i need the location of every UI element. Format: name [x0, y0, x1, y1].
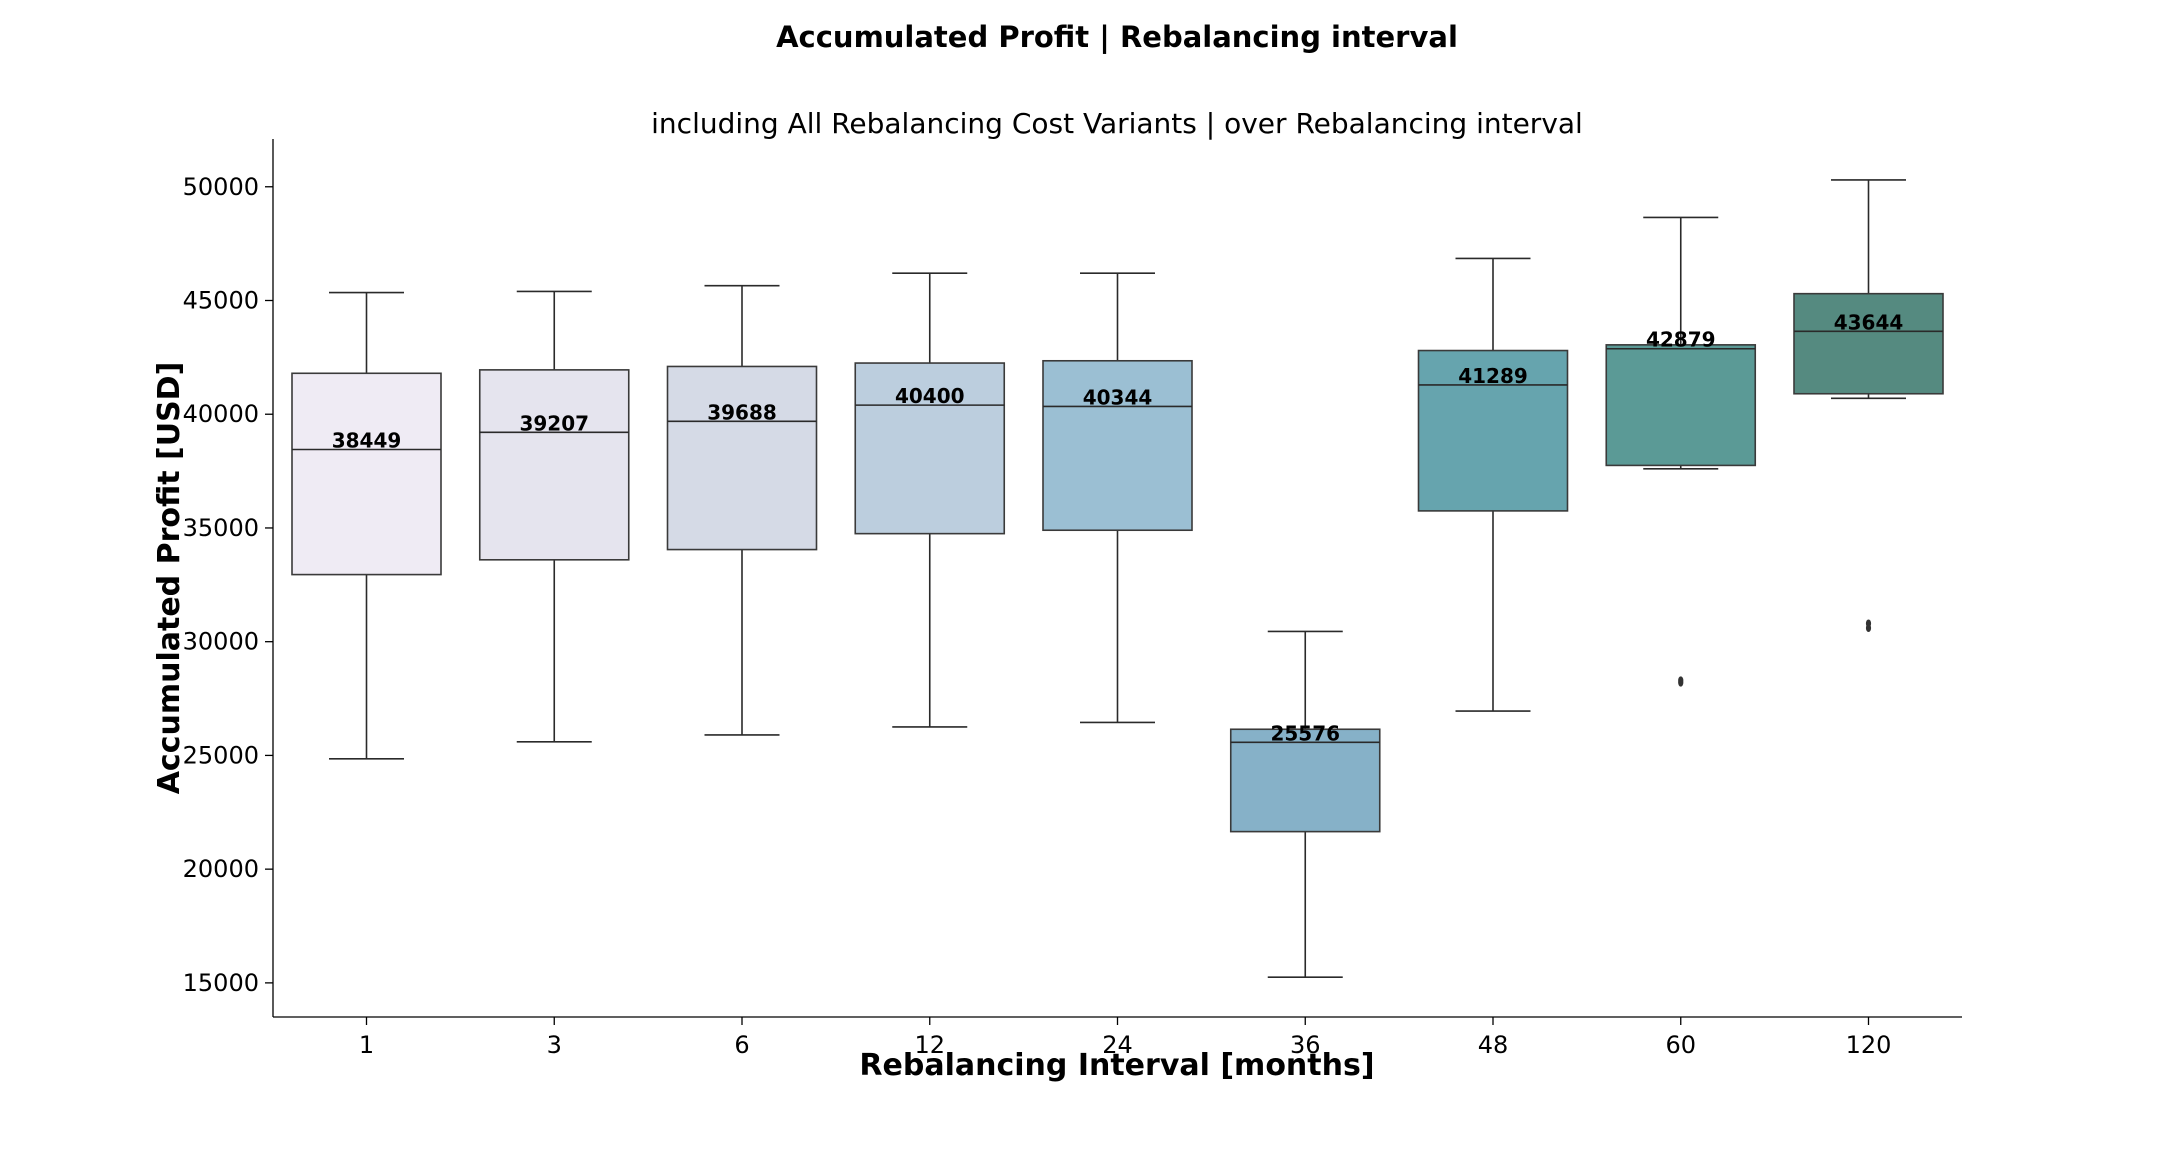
chart-subtitle: including All Rebalancing Cost Variants … — [651, 107, 1583, 140]
y-tick-label: 15000 — [183, 969, 259, 997]
x-tick-label: 120 — [1846, 1031, 1892, 1059]
box-group-24: 40344 — [1042, 272, 1193, 724]
y-tick-label: 35000 — [183, 514, 259, 542]
x-axis-ticks: 1 3 6 12 24 36 48 60 120 — [359, 1017, 1892, 1059]
median-label: 41289 — [1458, 364, 1528, 388]
box-iqr — [478, 369, 630, 561]
y-tick-label: 50000 — [183, 173, 259, 201]
x-tick-label: 60 — [1665, 1031, 1696, 1059]
outlier-point — [1865, 619, 1872, 628]
chart-title: Accumulated Profit | Rebalancing interva… — [776, 20, 1458, 54]
box-iqr — [1417, 349, 1569, 512]
median-label: 40400 — [895, 384, 965, 408]
y-tick-label: 45000 — [183, 286, 259, 314]
box-iqr — [666, 365, 818, 551]
median-label: 40344 — [1083, 385, 1153, 409]
outlier-point — [1678, 676, 1684, 685]
box-group-3: 39207 — [478, 290, 630, 743]
x-tick-label: 3 — [547, 1031, 562, 1059]
y-tick-label: 20000 — [183, 855, 259, 883]
x-tick-label: 12 — [914, 1031, 945, 1059]
box-group-6: 39688 — [666, 284, 818, 736]
x-tick-label: 24 — [1102, 1031, 1133, 1059]
median-label: 43644 — [1834, 310, 1904, 334]
box-group-36: 25576 — [1229, 630, 1381, 978]
x-tick-label: 48 — [1478, 1031, 1509, 1059]
y-tick-label: 30000 — [183, 628, 259, 656]
box-group-60: 42879 — [1605, 216, 1757, 687]
box-iqr — [291, 372, 442, 576]
box-group-1: 38449 — [291, 291, 442, 760]
y-tick-label: 40000 — [183, 400, 259, 428]
median-label: 39688 — [707, 400, 777, 424]
boxes-layer: 38449 39207 39688 40400 40344 25576 41289 42879… — [291, 179, 1944, 978]
median-label: 25576 — [1270, 721, 1340, 745]
median-label: 38449 — [332, 429, 402, 453]
median-label: 42879 — [1646, 328, 1716, 352]
x-tick-label: 36 — [1290, 1031, 1321, 1059]
box-group-120: 43644 — [1793, 179, 1944, 633]
y-axis-label: Accumulated Profit [USD] — [152, 362, 187, 795]
box-group-12: 40400 — [854, 272, 1006, 728]
median-label: 39207 — [519, 411, 589, 435]
box-iqr — [854, 362, 1006, 535]
box-iqr — [1793, 292, 1944, 395]
box-iqr — [1042, 359, 1193, 532]
y-tick-label: 25000 — [183, 741, 259, 769]
x-axis-label: Rebalancing Interval [months] — [859, 1048, 1374, 1083]
box-iqr — [1605, 344, 1757, 467]
x-tick-label: 1 — [359, 1031, 374, 1059]
y-axis-ticks: 15000 20000 25000 30000 35000 40000 45000 50000 — [183, 173, 273, 997]
box-iqr — [1229, 728, 1381, 833]
x-tick-label: 6 — [734, 1031, 749, 1059]
box-group-48: 41289 — [1417, 257, 1569, 712]
